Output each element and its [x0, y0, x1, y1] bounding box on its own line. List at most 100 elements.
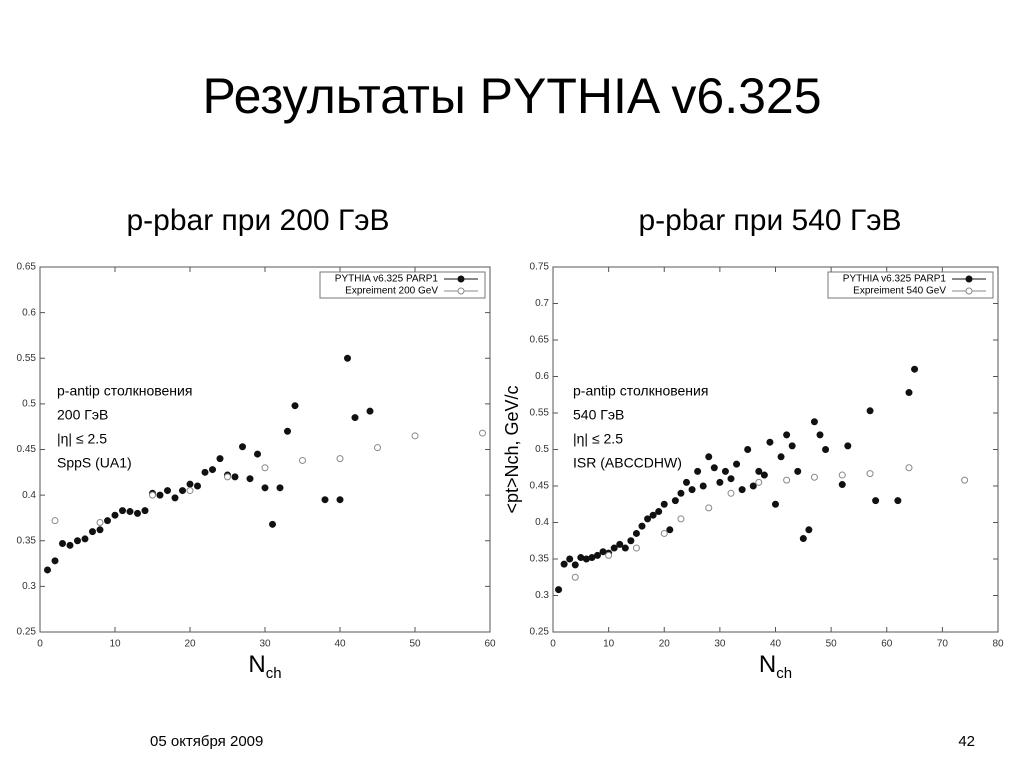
y-tick-label: 0.65	[530, 335, 550, 346]
data-point	[699, 482, 707, 490]
x-tick-label: 60	[881, 639, 893, 650]
annotation: p-antip столкновения	[57, 383, 192, 399]
legend-marker	[457, 287, 465, 295]
data-point	[733, 460, 741, 468]
y-tick-label: 0.6	[22, 307, 36, 318]
data-point	[156, 491, 164, 499]
data-point	[299, 456, 306, 464]
data-point	[111, 511, 119, 519]
data-point	[777, 453, 785, 461]
data-point	[186, 480, 194, 488]
data-point	[366, 407, 374, 415]
data-point	[81, 535, 89, 543]
y-tick-label: 0.7	[535, 298, 549, 309]
y-tick-label: 0.55	[530, 408, 550, 419]
data-point	[374, 444, 381, 452]
data-point	[351, 414, 359, 422]
y-tick-label: 0.45	[530, 481, 550, 492]
data-point	[749, 482, 757, 490]
data-point	[411, 432, 419, 440]
data-point	[866, 470, 874, 478]
data-point	[660, 529, 668, 537]
y-tick-label: 0.4	[22, 490, 36, 501]
data-point	[254, 450, 261, 458]
data-point	[649, 511, 657, 519]
data-point	[660, 500, 668, 508]
data-point	[269, 520, 276, 528]
y-tick-label: 0.3	[22, 581, 36, 592]
data-point	[51, 517, 59, 525]
data-point	[239, 443, 246, 451]
data-point	[755, 467, 763, 475]
data-point	[755, 478, 763, 486]
chart-subtitle: p-pbar при 200 ГэВ	[126, 204, 389, 237]
x-tick-label: 80	[992, 639, 1004, 650]
data-point	[705, 453, 713, 461]
data-point	[231, 473, 239, 481]
data-point	[44, 566, 51, 574]
data-point	[194, 482, 201, 490]
y-tick-label: 0.35	[530, 554, 550, 565]
data-point	[705, 504, 713, 512]
x-tick-label: 0	[550, 639, 556, 650]
data-point	[810, 418, 818, 426]
legend-label: PYTHIA v6.325 PARP1	[335, 274, 439, 285]
data-point	[66, 541, 74, 549]
data-point	[261, 484, 269, 492]
data-point	[336, 455, 344, 463]
data-point	[744, 446, 752, 453]
y-tick-label: 0.5	[22, 399, 36, 410]
data-point	[616, 540, 624, 548]
data-point	[816, 431, 824, 439]
data-point	[119, 507, 126, 515]
data-point	[179, 487, 186, 495]
data-point	[655, 508, 663, 516]
data-point	[344, 354, 351, 362]
x-axis-label-sub: ch	[776, 665, 792, 682]
data-point	[89, 528, 96, 536]
data-point	[872, 497, 880, 505]
data-point	[638, 522, 646, 530]
data-point	[794, 467, 802, 475]
x-tick-label: 40	[334, 639, 346, 650]
data-point	[577, 554, 585, 562]
annotation: |η| ≤ 2.5	[573, 431, 623, 447]
chart: p-pbar при 540 ГэВ 0.25 0.3 0.35 0.4 0.45 0.5 0…	[502, 204, 1004, 682]
data-point	[760, 471, 768, 479]
data-point	[96, 519, 104, 526]
x-tick-label: 50	[826, 639, 838, 650]
legend-marker	[457, 275, 465, 283]
x-axis-label: Nch	[759, 651, 792, 682]
page-number: 42	[958, 733, 975, 750]
data-point	[772, 500, 779, 508]
data-point	[688, 486, 696, 494]
legend-marker	[965, 287, 973, 295]
data-point	[582, 555, 590, 563]
x-tick-label: 10	[109, 639, 121, 650]
data-point	[246, 475, 254, 483]
x-tick-label: 20	[659, 639, 671, 650]
data-point	[905, 464, 913, 472]
data-point	[677, 515, 685, 523]
date: 05 октября 2009	[150, 733, 263, 750]
data-point	[810, 473, 818, 481]
data-point	[321, 496, 329, 504]
x-tick-label: 20	[184, 639, 196, 650]
legend-box	[827, 271, 994, 299]
data-point	[766, 438, 774, 446]
data-point	[284, 427, 291, 435]
data-point	[694, 467, 702, 475]
data-point	[866, 407, 874, 415]
y-tick-label: 0.6	[535, 371, 549, 382]
data-point	[838, 481, 846, 489]
x-axis-label-main: N	[248, 651, 265, 678]
slide-title: Результаты PYTHIA v6.325	[202, 68, 821, 124]
data-point	[961, 476, 969, 484]
legend-marker	[965, 275, 973, 283]
data-point	[783, 431, 791, 439]
data-point	[276, 484, 284, 492]
data-point	[738, 486, 746, 494]
data-point	[291, 402, 299, 410]
data-point	[677, 489, 685, 497]
